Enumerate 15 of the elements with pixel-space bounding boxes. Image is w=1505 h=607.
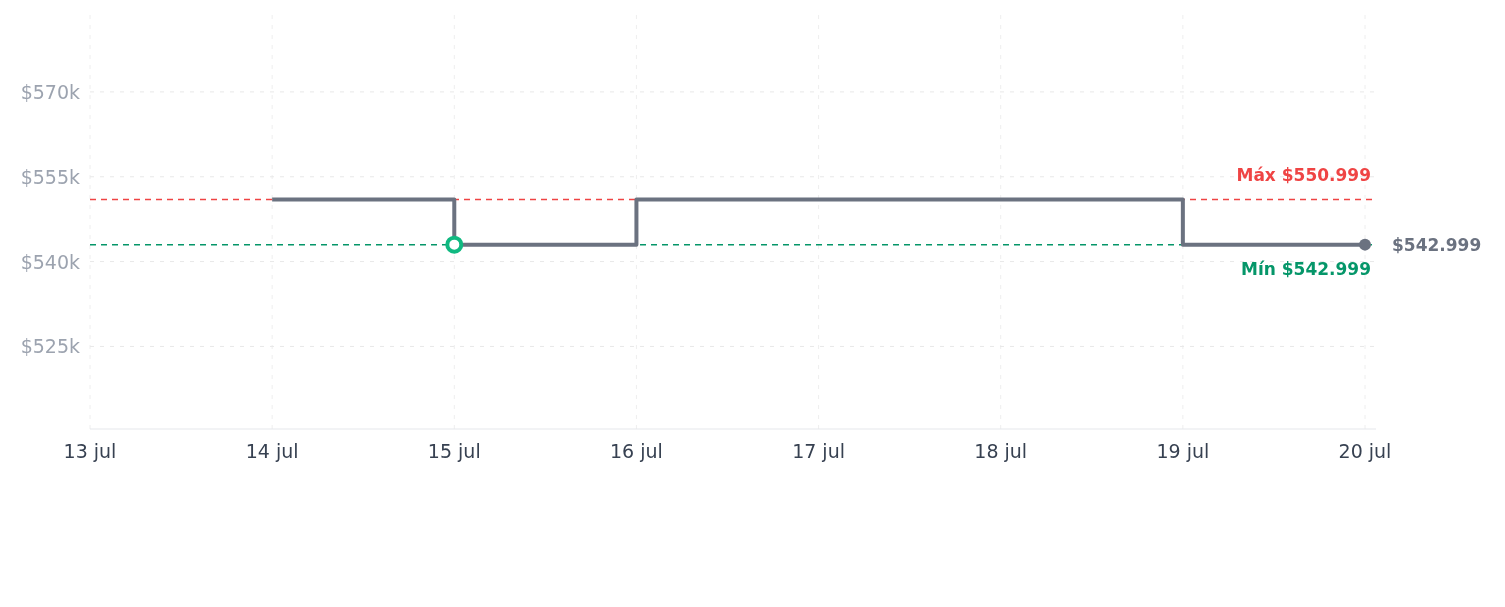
x-tick-label: 15 jul xyxy=(427,440,481,462)
x-tick-label: 13 jul xyxy=(63,440,117,462)
annotation: $542.999 xyxy=(1392,234,1482,255)
ref-line-label: Máx $550.999 xyxy=(1236,165,1371,186)
x-tick-label: 20 jul xyxy=(1338,440,1392,462)
ref-line-label: Mín $542.999 xyxy=(1240,258,1371,279)
x-tick-label: 19 jul xyxy=(1156,440,1210,462)
y-tick-label: $525k xyxy=(20,335,80,358)
y-tick-label: $540k xyxy=(20,250,80,273)
y-tick-label: $555k xyxy=(20,165,80,188)
x-tick-label: 18 jul xyxy=(974,440,1028,462)
x-tick-label: 16 jul xyxy=(610,440,663,462)
x-tick-label: 14 jul xyxy=(245,440,299,462)
x-tick-label: 17 jul xyxy=(792,440,845,462)
y-tick-label: $570k xyxy=(20,80,80,103)
